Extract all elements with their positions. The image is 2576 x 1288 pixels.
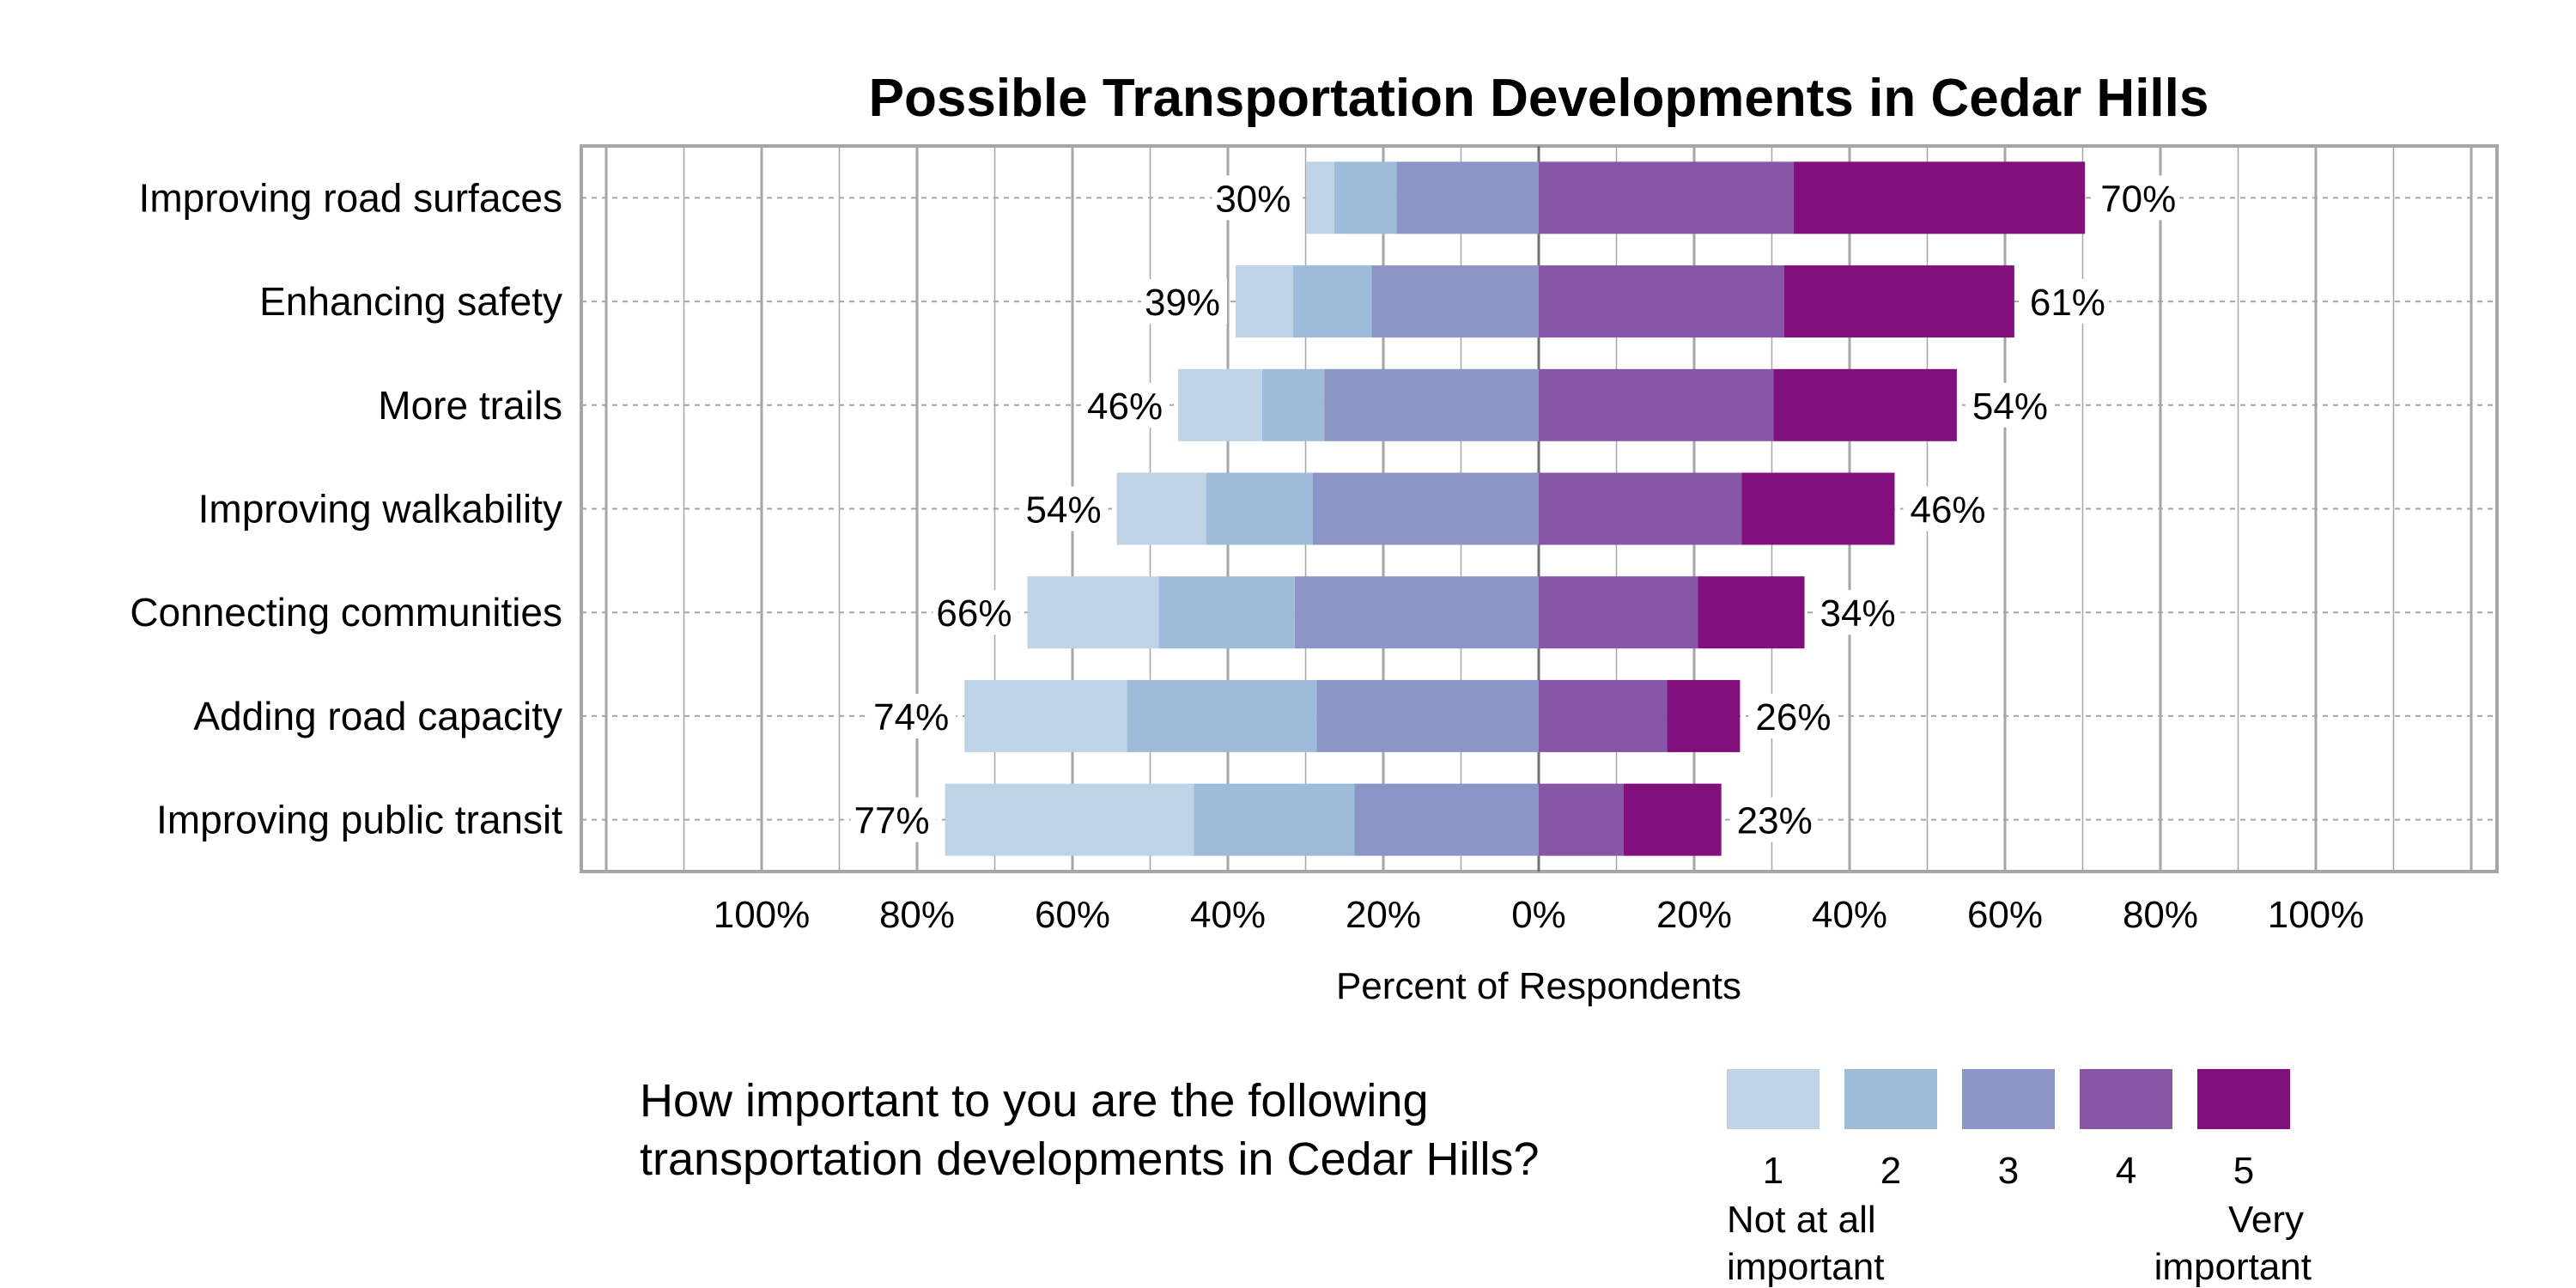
bar-segment-4 [1539,161,1794,234]
category-label: Adding road capacity [193,694,562,738]
category-label: Improving road surfaces [139,175,562,220]
bar-segment-1 [1236,265,1294,338]
x-tick-labels: 100% 80% 60% 40% 20% 0% 20% 40% 60% 80% 100% [714,894,2365,936]
x-tick-label: 60% [1967,894,2043,936]
legend-label: 5 [2233,1150,2254,1192]
bar-segment-3 [1316,679,1539,752]
bar-segment-5 [1783,265,2014,338]
legend-swatch-2 [1844,1069,1937,1129]
legend-swatch-5 [2197,1069,2290,1129]
x-tick-label: 60% [1035,894,1110,936]
category-label: Connecting communities [130,590,562,635]
category-label: Improving walkability [198,487,562,532]
legend: 1 2 3 4 5 [1727,1069,2290,1192]
x-tick-label: 100% [2268,894,2365,936]
bar-segment-4 [1539,368,1774,441]
legend-low-anchor-line-2: important [1727,1246,1884,1288]
x-tick-label: 20% [1656,894,1732,936]
bar-segment-3 [1396,161,1539,234]
legend-label: 3 [1998,1150,2019,1192]
bar-segment-2 [1194,783,1355,856]
data-label-right: 61% [2030,282,2105,324]
category-label: More trails [378,383,562,428]
bar-segment-4 [1539,783,1624,856]
bar-segment-5 [1793,161,2086,234]
x-tick-label: 20% [1346,894,1421,936]
bar-segment-1 [945,783,1194,856]
bar-segment-3 [1371,265,1539,338]
bar-segment-1 [1027,576,1159,649]
bar-segment-2 [1293,265,1372,338]
bar-segment-4 [1539,679,1668,752]
category-label: Enhancing safety [259,279,562,324]
bar-segment-3 [1324,368,1539,441]
data-label-left: 30% [1215,178,1291,220]
data-label-right: 26% [1755,696,1831,738]
bar-segment-2 [1261,368,1325,441]
bar-segment-2 [1158,576,1295,649]
bar-segment-2 [1206,472,1313,545]
bar-segment-5 [1773,368,1957,441]
data-label-left: 39% [1145,282,1220,324]
bar-segment-5 [1623,783,1722,856]
legend-question-line-2: transportation developments in Cedar Hil… [640,1133,1540,1185]
data-label-left: 66% [936,592,1012,635]
bar-segment-3 [1294,576,1539,649]
data-label-right: 70% [2100,178,2176,220]
x-tick-label: 40% [1190,894,1266,936]
bar-segment-1 [1178,368,1262,441]
bar-segment-2 [1127,679,1317,752]
data-label-left: 54% [1026,489,1102,532]
chart-title: Possible Transportation Developments in … [869,69,2209,128]
data-label-left: 46% [1087,386,1163,428]
bar-segment-1 [1116,472,1206,545]
bar-segment-4 [1539,472,1742,545]
x-tick-label: 80% [2123,894,2198,936]
legend-low-anchor-line-1: Not at all [1727,1199,1876,1241]
x-tick-label: 100% [714,894,811,936]
legend-swatch-1 [1727,1069,1820,1129]
legend-label: 2 [1880,1150,1901,1192]
data-label-left: 74% [873,696,949,738]
data-label-right: 46% [1910,489,1985,532]
bar-segment-4 [1539,265,1784,338]
bar-segment-1 [964,679,1127,752]
bar-segment-3 [1312,472,1539,545]
legend-swatch-3 [1962,1069,2055,1129]
bar-segment-4 [1539,576,1698,649]
data-label-left: 77% [854,800,930,842]
data-label-right: 23% [1737,800,1813,842]
data-label-right: 34% [1820,592,1896,635]
legend-swatch-4 [2080,1069,2172,1129]
category-labels: Improving road surfaces Enhancing safety M… [130,175,562,841]
data-label-right: 54% [1972,386,2048,428]
bar-segment-5 [1698,576,1805,649]
category-label: Improving public transit [156,798,562,842]
x-axis-label: Percent of Respondents [1336,965,1741,1007]
legend-high-anchor-line-2: important [2154,1246,2312,1288]
bar-segment-5 [1667,679,1741,752]
legend-label: 1 [1763,1150,1783,1192]
bar-segment-1 [1306,161,1334,234]
x-tick-label: 0% [1511,894,1566,936]
legend-question-line-1: How important to you are the following [640,1075,1428,1127]
bar-segment-2 [1334,161,1397,234]
legend-high-anchor-line-1: Very [2228,1199,2304,1241]
legend-label: 4 [2116,1150,2136,1192]
x-tick-label: 80% [879,894,955,936]
bars: 30% 70% 39% 61% 46% 54% 54% 46% 66% 34% 74% 26% 77% 2… [850,161,2180,856]
bar-segment-5 [1741,472,1895,545]
x-tick-label: 40% [1812,894,1887,936]
bar-segment-3 [1354,783,1539,856]
